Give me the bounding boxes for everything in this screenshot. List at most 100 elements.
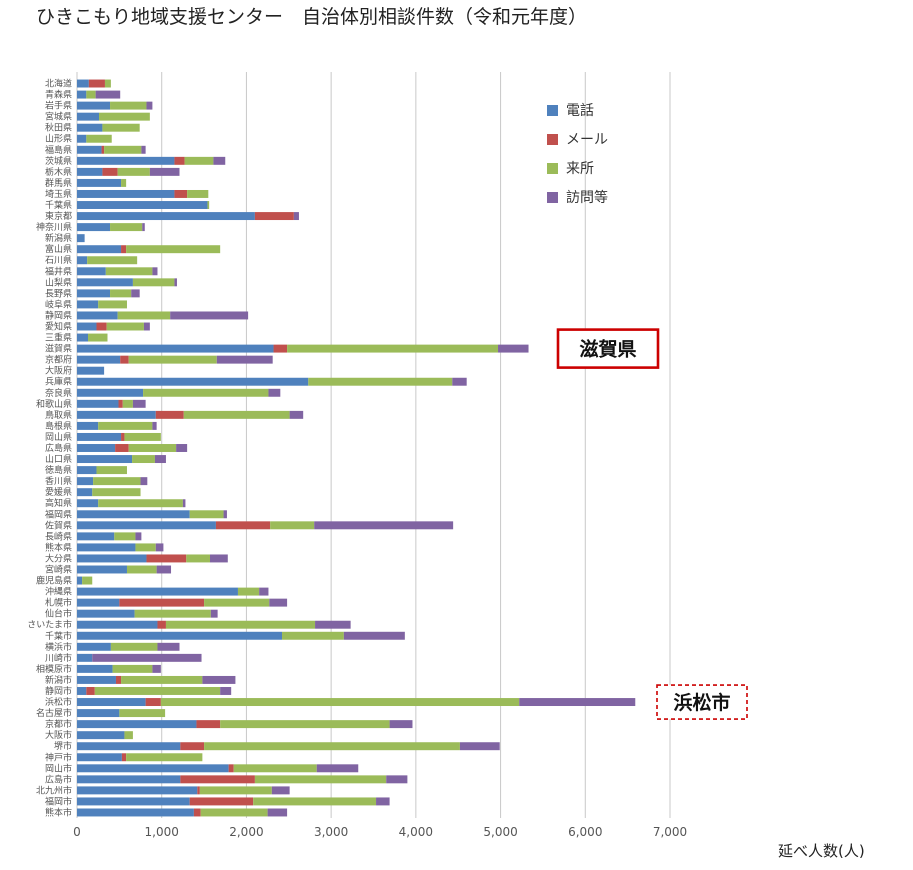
category-label: 岡山県 [45, 432, 72, 443]
category-label: 香川県 [45, 476, 72, 487]
bar-segment [77, 786, 198, 795]
bar-segment [104, 145, 142, 154]
category-label: 静岡市 [45, 685, 72, 697]
x-tick-label: 1,000 [145, 825, 179, 839]
bar-segment [155, 410, 184, 419]
category-label: 千葉市 [45, 630, 72, 642]
bar-segment [77, 587, 238, 596]
bar-segment [110, 101, 147, 110]
bar-segment [121, 675, 203, 684]
category-label: 秋田県 [45, 122, 72, 134]
bar-segment [77, 278, 133, 287]
bar-segment [114, 532, 136, 541]
bar-segment [270, 521, 315, 530]
bar-segment [193, 808, 201, 817]
category-label: 北海道 [45, 78, 72, 90]
bar-segment [77, 609, 135, 618]
bar-segment [389, 720, 413, 729]
bar-segment [386, 775, 408, 784]
bar-segment [121, 245, 127, 254]
bar-segment [77, 178, 122, 187]
category-label: 川崎市 [45, 652, 72, 664]
category-label: 茨城県 [45, 155, 72, 167]
bar-segment [77, 421, 99, 430]
chart-title: ひきこもり地域支援センター 自治体別相談件数（令和元年度） [36, 6, 588, 28]
bar-segment [77, 521, 216, 530]
category-label: 京都府 [45, 354, 72, 366]
bar-segment [135, 543, 156, 552]
category-label: 静岡県 [45, 309, 72, 321]
category-label: 熊本県 [45, 541, 72, 553]
bar-segment [187, 189, 209, 198]
bar-segment [152, 421, 157, 430]
bar-segment [132, 399, 146, 408]
bar-segment [143, 388, 269, 397]
category-label: 福岡市 [45, 795, 72, 807]
bar-segment [289, 410, 304, 419]
bar-segment [104, 79, 111, 88]
category-label: 鳥取県 [45, 409, 72, 421]
bar-segment [77, 554, 147, 563]
category-label: 宮崎県 [45, 563, 72, 575]
bar-segment [98, 421, 153, 430]
bar-segment [112, 664, 153, 673]
category-label: 群馬県 [45, 177, 72, 189]
bar-segment [96, 322, 107, 331]
bar-segment [96, 466, 127, 475]
bar-segment [213, 156, 226, 165]
bar-segment [77, 333, 89, 342]
bar-segment [92, 488, 141, 497]
legend-swatch [547, 192, 558, 203]
category-label: 大阪市 [45, 729, 72, 741]
x-axis-unit-label: 延べ人数(人) [778, 842, 865, 860]
bar-segment [77, 256, 88, 265]
bar-segment [77, 753, 122, 762]
bar-segment [77, 797, 190, 806]
bar-segment [142, 223, 145, 232]
bar-segment [77, 532, 115, 541]
bar-segment [77, 675, 116, 684]
bar-segment [77, 123, 103, 132]
bar-segment [77, 289, 111, 298]
bar-segment [102, 167, 118, 176]
category-label: 奈良県 [45, 387, 72, 399]
bar-segment [182, 499, 186, 508]
bar-segment [183, 410, 290, 419]
legend-label: 電話 [566, 102, 594, 119]
bar-segment [77, 620, 158, 629]
bar-segment [93, 477, 141, 486]
bar-segment [343, 631, 405, 640]
category-label: 三重県 [45, 332, 72, 344]
bar-segment [110, 223, 143, 232]
bar-segment [77, 377, 309, 386]
bar-segment [77, 687, 87, 695]
bar-segment [273, 344, 288, 353]
bar-segment [87, 256, 138, 265]
bar-segment [77, 167, 103, 176]
bar-segment [106, 322, 144, 331]
x-tick-label: 3,000 [314, 825, 348, 839]
bar-segment [105, 267, 153, 276]
bars [77, 79, 636, 817]
bar-segment [287, 344, 499, 353]
bar-segment [77, 432, 122, 441]
category-label: 新潟県 [45, 232, 72, 244]
bar-segment [141, 145, 146, 154]
category-label: 佐賀県 [45, 519, 72, 531]
category-label: 神戸市 [45, 751, 72, 763]
bar-segment [220, 687, 232, 695]
bar-segment [77, 145, 102, 154]
bar-segment [110, 289, 132, 298]
bar-segment [77, 466, 97, 475]
callout-box [556, 328, 660, 369]
bar-segment [77, 631, 283, 640]
bar-segment [77, 212, 255, 221]
bar-segment [77, 388, 144, 397]
bar-segment [184, 156, 214, 165]
bar-segment [128, 444, 177, 452]
bar-segment [152, 664, 161, 673]
category-label: 青森県 [45, 89, 72, 101]
bar-segment [101, 145, 105, 154]
bar-segment [115, 675, 122, 684]
